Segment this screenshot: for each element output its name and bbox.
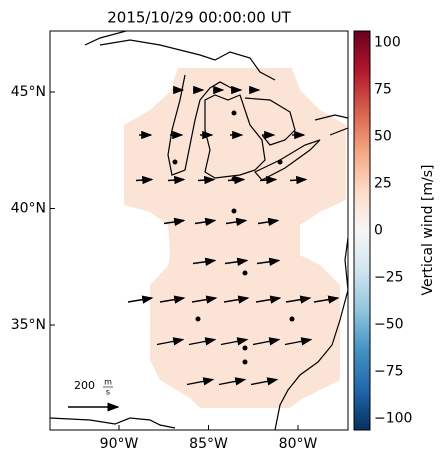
wind-arrow (135, 175, 154, 185)
wind-arrow (227, 175, 246, 185)
axis-ticks: 45°N 40°N 35°N 90°W 85°W 80°W 100 75 50 25 0 −25 −50… (11, 34, 413, 452)
wind-arrow (284, 337, 313, 346)
gulf-coast (50, 417, 176, 429)
wind-arrow (252, 337, 281, 346)
scale-unit-den: s (106, 388, 110, 397)
wind-arrow (194, 217, 217, 227)
wind-arrow (259, 175, 278, 185)
colorbar-tick-label: −75 (374, 364, 404, 380)
wind-arrow (127, 295, 154, 304)
wind-vectors (127, 85, 340, 386)
lake-ontario (314, 114, 348, 136)
colorbar-tick-label: 75 (374, 81, 392, 97)
colorbar-tick-label: −100 (374, 411, 412, 427)
lake-erie (254, 139, 321, 181)
map-area (50, 31, 348, 430)
lat-tick-label: 45°N (11, 84, 46, 100)
wind-arrow (188, 337, 217, 346)
wind-arrow (156, 337, 185, 346)
wind-arrow (197, 175, 216, 185)
wind-arrow (167, 175, 186, 185)
coastline (84, 31, 276, 81)
wind-arrow (163, 217, 186, 227)
wind-arrow (225, 217, 248, 227)
data-region (124, 68, 346, 408)
wind-arrow (257, 217, 280, 227)
wind-arrow (224, 257, 249, 266)
wind-arrow (250, 377, 279, 386)
lake-michigan (167, 74, 236, 176)
lat-tick-label: 40°N (11, 201, 46, 217)
wind-arrow (220, 337, 249, 346)
lat-tick-label: 35°N (11, 317, 46, 333)
colorbar-tick-label: 0 (374, 223, 383, 239)
colorbar-label: Vertical wind [m/s] (420, 165, 436, 296)
wind-arrow (191, 295, 218, 304)
wind-arrow (285, 295, 312, 304)
michigan-peninsula (204, 94, 266, 179)
wind-arrow (256, 257, 281, 266)
lon-tick-label: 90°W (100, 436, 139, 452)
wind-arrow (159, 295, 186, 304)
east-coast (274, 237, 348, 430)
title: 2015/10/29 00:00:00 UT (107, 9, 291, 27)
lon-tick-label: 80°W (279, 436, 318, 452)
wind-arrow (192, 257, 217, 266)
colorbar (353, 30, 371, 431)
scale-unit-num: m (104, 378, 112, 387)
wind-arrow (218, 377, 247, 386)
wind-arrow (223, 295, 250, 304)
wind-arrow (289, 175, 308, 185)
cities (172, 110, 295, 365)
scale-value: 200 (74, 379, 95, 392)
lake-huron (244, 97, 296, 146)
lon-tick-label: 85°W (189, 436, 228, 452)
colorbar-tick-label: 50 (374, 128, 392, 144)
map-frame (49, 30, 349, 431)
wind-arrow (186, 377, 215, 386)
colorbar-tick-label: −50 (374, 317, 404, 333)
colorbar-tick-label: 25 (374, 175, 392, 191)
wind-arrow (313, 295, 340, 304)
colorbar-tick-label: −25 (374, 270, 404, 286)
wind-arrow (255, 295, 282, 304)
colorbar-tick-label: 100 (374, 34, 401, 50)
